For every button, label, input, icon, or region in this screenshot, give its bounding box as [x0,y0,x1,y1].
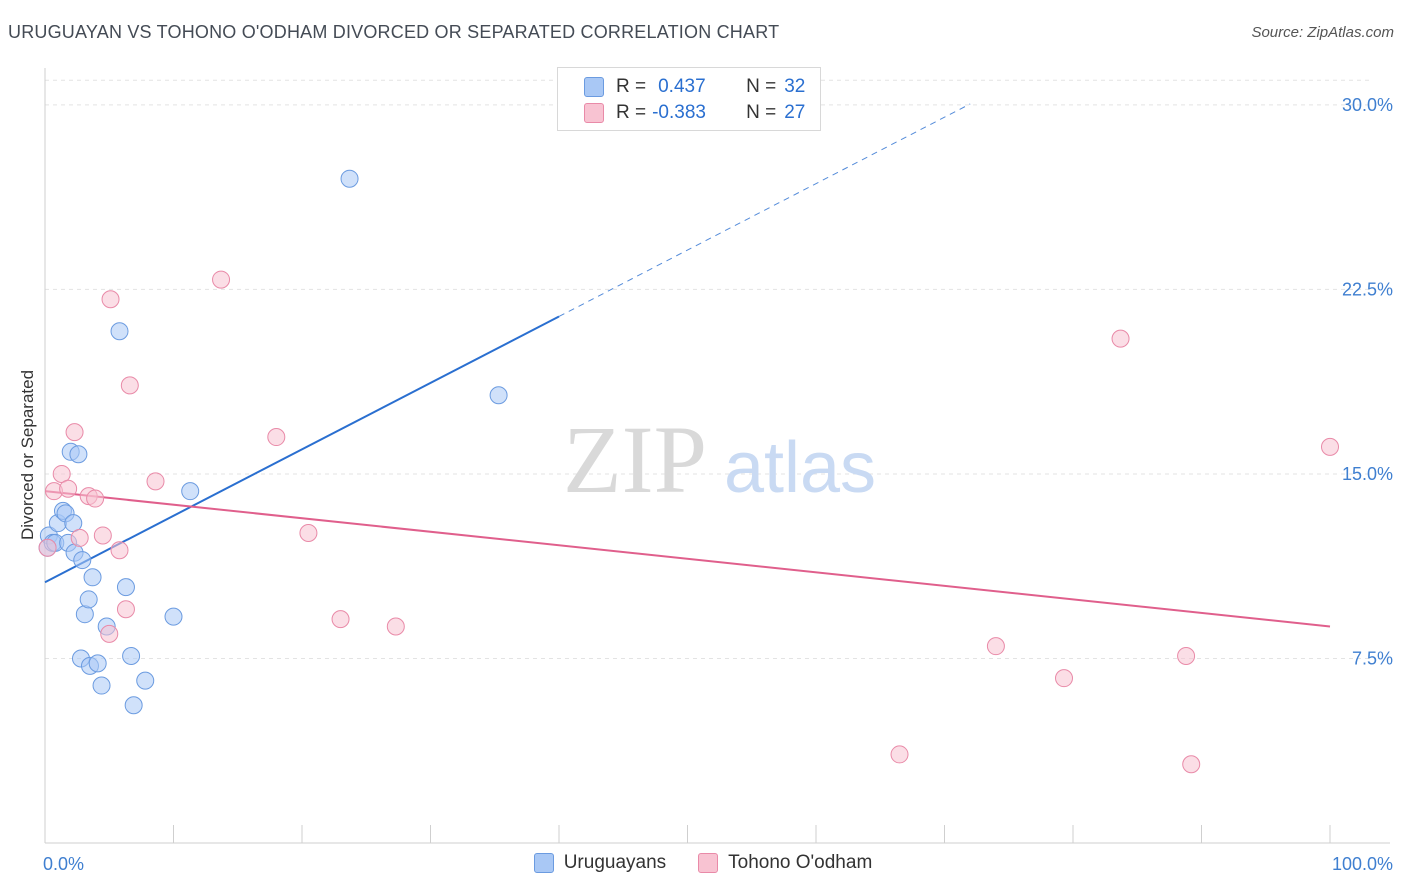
uruguayan-point [489,386,508,405]
legend-row-uruguayans: R = 0.437 N = 32 [584,74,805,100]
legend-item-uruguayans[interactable]: Uruguayans [533,852,667,874]
tohono-point [386,617,405,636]
n-value-tohono: 27 [784,102,806,123]
tohono-point [1055,669,1074,688]
tohono-point [212,270,231,289]
y-tick-label: 7.5% [1352,648,1393,668]
r-label: R = [616,76,647,97]
legend-item-tohono[interactable]: Tohono O'odham [698,852,872,874]
trend-line-1 [44,490,1331,628]
tohono-point [986,637,1005,656]
tohono-point [1321,437,1339,456]
tohono-point [120,376,139,395]
tohono-point [299,524,318,542]
uruguayan-point [88,654,107,673]
tohono-point [86,489,105,508]
watermark-zip: ZIP [563,406,707,513]
tohono-point [38,538,57,557]
tohono-point [110,541,129,560]
n-value-uruguayans: 32 [784,76,806,97]
series-legend: Uruguayans Tohono O'odham [0,852,1406,874]
tohono-point [1182,755,1201,774]
uruguayan-point [73,551,92,570]
y-tick-label: 22.5% [1342,279,1393,299]
watermark-atlas: atlas [724,428,876,508]
uruguayan-point [110,322,129,341]
x-tick-label-max: 100.0% [1332,854,1393,874]
n-label: N = [746,76,777,97]
trend-extension-0 [558,103,971,317]
tohono-point [59,479,78,498]
tohono-point [890,745,909,764]
uruguayan-point [83,568,102,587]
tick-labels: 7.5% 15.0% 22.5% 30.0% 0.0% 100.0% [43,95,1393,874]
uruguayan-point [69,445,88,464]
uruguayan-point [92,676,111,695]
uruguayan-point [79,590,98,609]
tohono-point [93,526,112,545]
trend-lines [44,103,1331,628]
tohono-point [100,624,119,643]
r-value-uruguayans: 0.437 [658,76,706,97]
uruguayan-point [164,607,183,626]
tohono-legend-swatch [698,853,719,873]
uruguayan-point [116,578,135,597]
tohono-point [1111,329,1130,348]
correlation-legend: R = 0.437 N = 32 R = -0.383 N = 27 [557,67,821,131]
uruguayan-point [124,696,143,715]
tohono-point [146,472,165,491]
uruguayans-swatch [584,77,604,97]
uruguayan-point [136,671,155,690]
trend-line-0 [44,315,560,584]
axes [44,68,1390,844]
uruguayan-point [75,605,94,624]
n-label: N = [746,102,777,123]
tohono-point [267,428,286,447]
chart-title: URUGUAYAN VS TOHONO O'ODHAM DIVORCED OR … [8,22,780,42]
r-label: R = [616,102,647,123]
tohono-point [331,610,350,629]
tohono-point [65,423,84,442]
r-value-tohono: -0.383 [652,102,706,123]
tohono-point [70,528,89,547]
uruguayans-legend-swatch [533,853,554,873]
y-tick-label: 15.0% [1342,464,1393,484]
uruguayan-point [181,482,200,501]
tohono-swatch [584,103,604,123]
data-points [38,169,1339,774]
y-tick-label: 30.0% [1342,95,1393,115]
uruguayan-point [340,169,359,188]
tohono-point [116,600,135,619]
tohono-point [101,290,120,309]
uruguayan-point [122,647,141,666]
x-tick-label-min: 0.0% [43,854,84,874]
tohono-point [1177,647,1196,666]
source-label: Source: ZipAtlas.com [1251,24,1394,41]
uruguayans-legend-label: Uruguayans [563,852,667,873]
tohono-legend-label: Tohono O'odham [728,852,873,873]
gridlines [45,79,1370,659]
legend-row-tohono: R = -0.383 N = 27 [584,100,805,126]
